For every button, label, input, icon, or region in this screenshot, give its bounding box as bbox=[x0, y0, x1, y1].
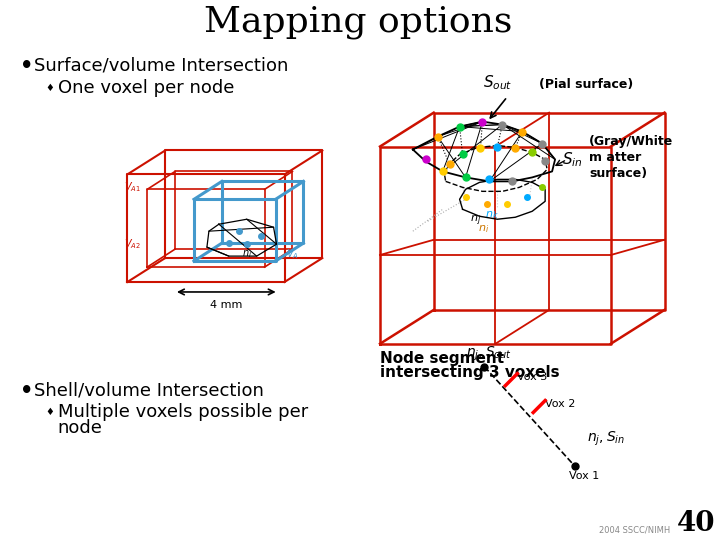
Text: One voxel per node: One voxel per node bbox=[58, 79, 234, 97]
Text: m atter: m atter bbox=[589, 151, 642, 164]
Text: (Gray/White: (Gray/White bbox=[589, 135, 673, 148]
Text: $S_{in}$: $S_{in}$ bbox=[562, 150, 582, 169]
Text: intersecting 3 voxels: intersecting 3 voxels bbox=[380, 364, 559, 380]
Text: node: node bbox=[58, 420, 102, 437]
Text: $n_j, S_{out}$: $n_j, S_{out}$ bbox=[466, 345, 512, 363]
Text: $n_j, S_{in}$: $n_j, S_{in}$ bbox=[587, 429, 625, 448]
Text: $n_k$: $n_k$ bbox=[485, 210, 498, 221]
Text: 2004 SSCC/NIMH: 2004 SSCC/NIMH bbox=[599, 525, 670, 535]
Text: 4 mm: 4 mm bbox=[210, 300, 243, 310]
Text: Shell/volume Intersection: Shell/volume Intersection bbox=[34, 382, 264, 400]
Text: Mapping options: Mapping options bbox=[204, 5, 513, 39]
Text: $S_{out}$: $S_{out}$ bbox=[482, 73, 512, 92]
Text: surface): surface) bbox=[589, 167, 647, 180]
Text: Multiple voxels possible per: Multiple voxels possible per bbox=[58, 402, 308, 421]
Text: $n_i$: $n_i$ bbox=[242, 248, 252, 260]
Text: Node segment: Node segment bbox=[380, 351, 504, 366]
Text: •: • bbox=[20, 381, 33, 401]
Text: ♦: ♦ bbox=[46, 407, 55, 416]
Text: $V_{A2}$: $V_{A2}$ bbox=[124, 237, 140, 251]
Text: $V_{A1}$: $V_{A1}$ bbox=[124, 180, 141, 194]
Text: Vox 2: Vox 2 bbox=[545, 399, 575, 409]
Text: Surface/volume Intersection: Surface/volume Intersection bbox=[34, 57, 288, 75]
Text: $V_A$: $V_A$ bbox=[286, 247, 299, 261]
Text: Vox 1: Vox 1 bbox=[569, 471, 599, 481]
Text: $n_j$: $n_j$ bbox=[470, 214, 481, 228]
Text: ♦: ♦ bbox=[46, 83, 55, 93]
Text: (Pial surface): (Pial surface) bbox=[539, 78, 634, 91]
Text: $n_i$: $n_i$ bbox=[478, 224, 489, 235]
Text: 40: 40 bbox=[677, 510, 716, 537]
Text: •: • bbox=[20, 56, 33, 76]
Text: Vox 3: Vox 3 bbox=[517, 372, 547, 382]
